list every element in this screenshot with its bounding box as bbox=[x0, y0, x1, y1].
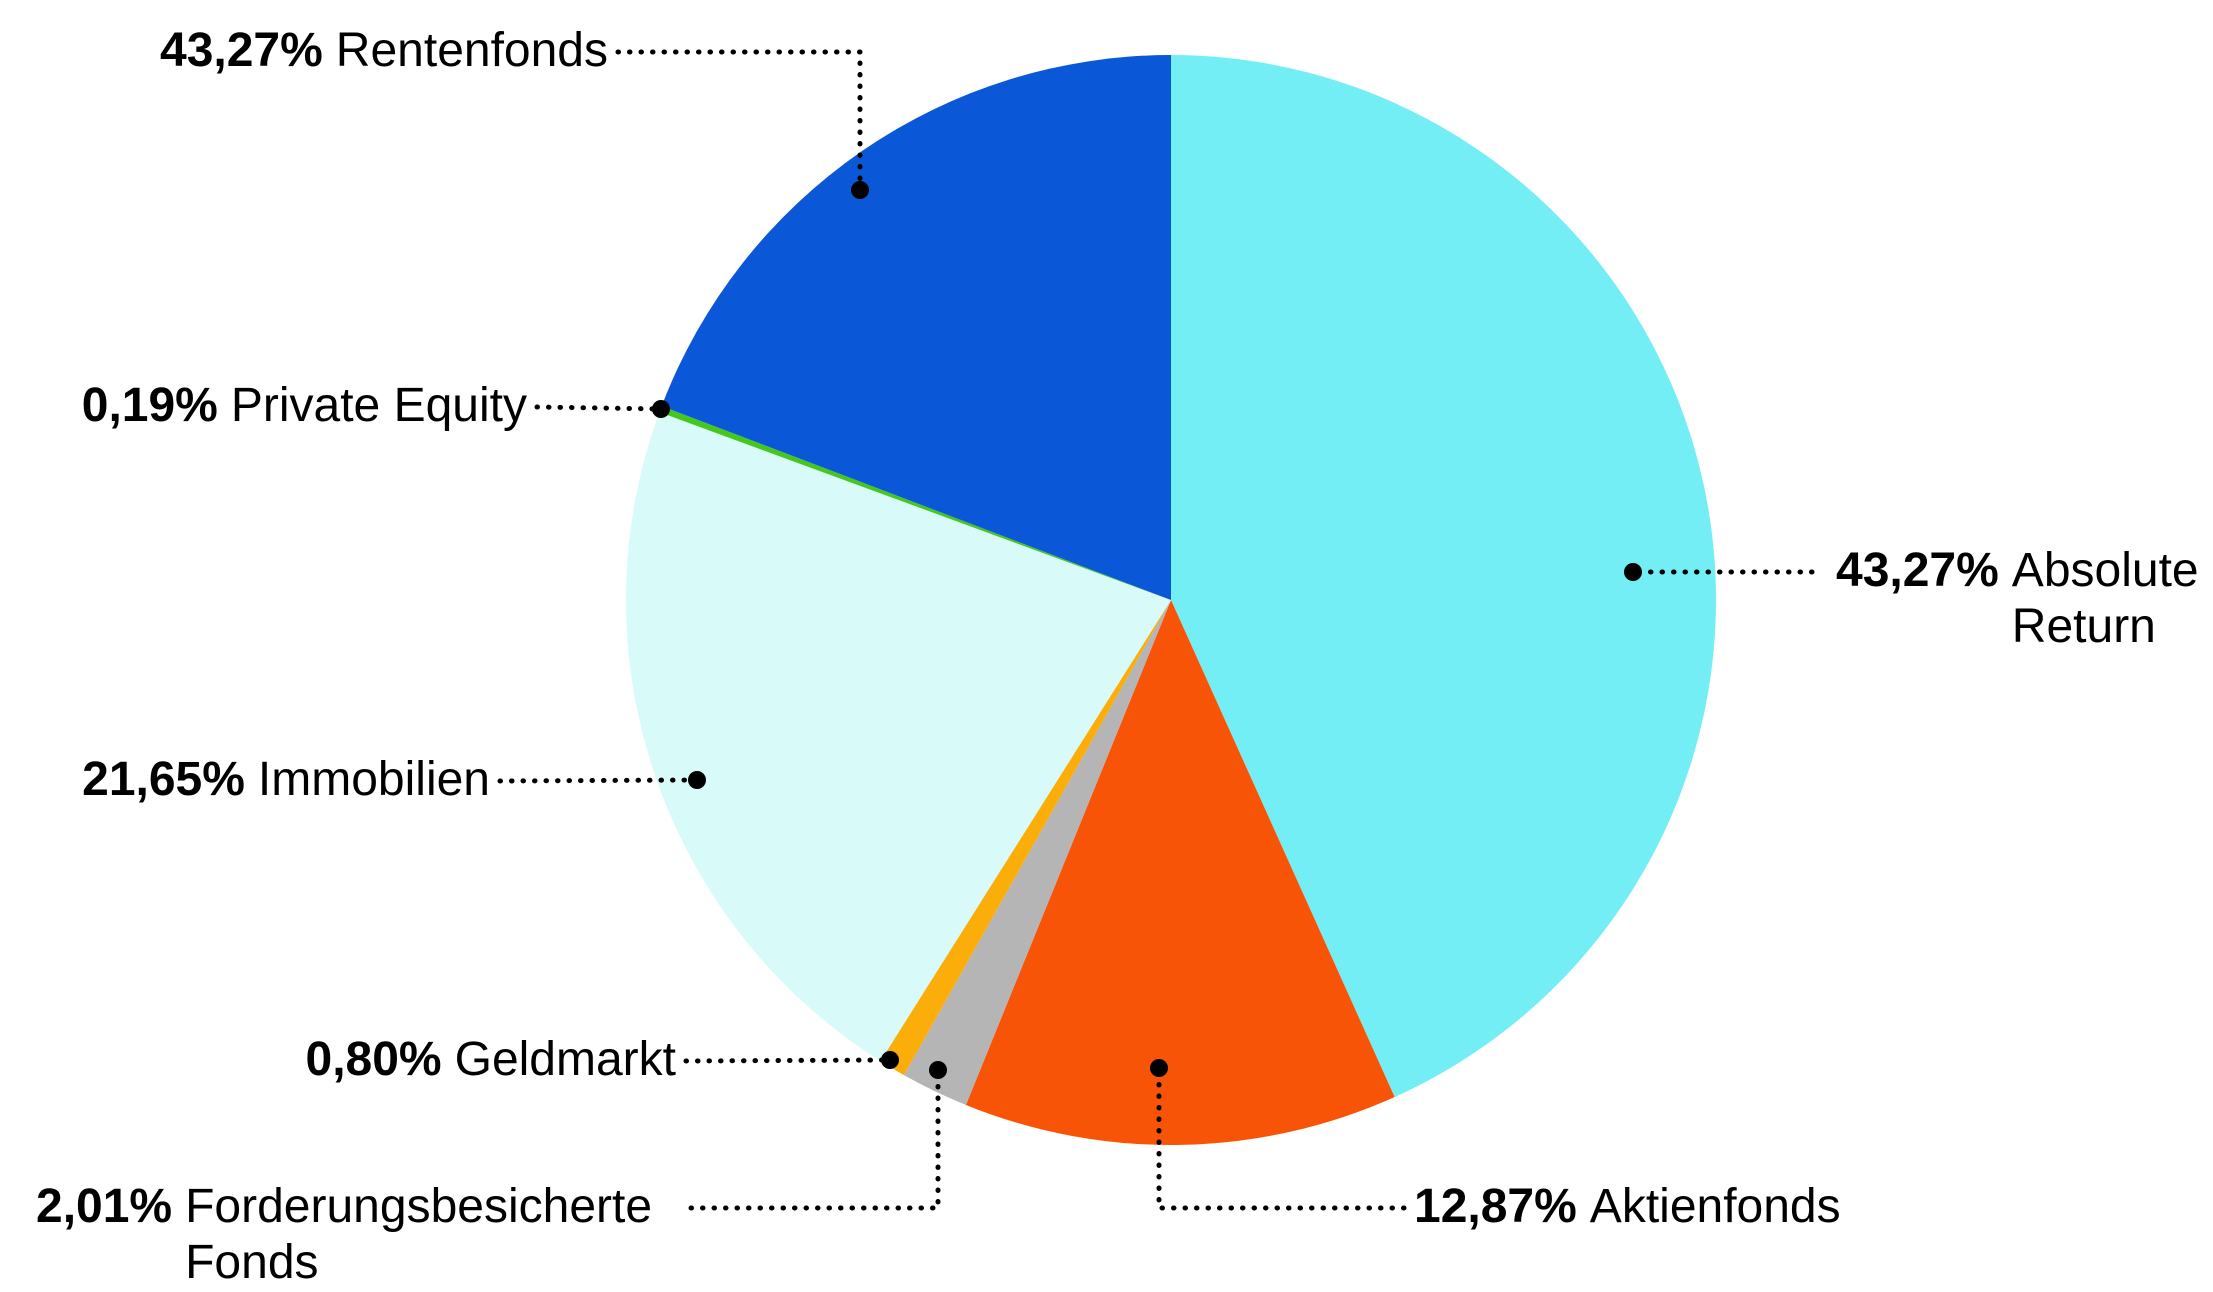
leader-line bbox=[615, 49, 863, 193]
leader-dot bbox=[688, 771, 706, 789]
leader-line bbox=[1156, 1065, 1407, 1211]
label-rentenfonds: 43,27% Rentenfonds bbox=[160, 23, 608, 79]
leader-line bbox=[683, 1057, 893, 1064]
label-aktienfonds-pct: 12,87% bbox=[1414, 1180, 1577, 1233]
leader-line bbox=[688, 1067, 941, 1211]
pie-slice-rentenfonds bbox=[661, 55, 1171, 600]
label-immobilien-name: Immobilien bbox=[257, 753, 490, 806]
label-forderungsbesicherte-fonds: 2,01% Forderungsbesicherte Fonds bbox=[36, 1179, 745, 1291]
label-rentenfonds-pct: 43,27% bbox=[160, 24, 323, 77]
label-geldmarkt-pct: 0,80% bbox=[305, 1033, 442, 1086]
label-geldmarkt: 0,80% Geldmarkt bbox=[306, 1032, 677, 1088]
leader-line bbox=[497, 777, 700, 784]
label-private-equity-pct: 0,19% bbox=[81, 379, 218, 432]
leader-dot bbox=[1150, 1059, 1168, 1077]
label-private-equity-name: Private Equity bbox=[230, 379, 527, 432]
leader-line bbox=[534, 404, 664, 412]
label-aktienfonds-name: Aktienfonds bbox=[1589, 1180, 1841, 1233]
label-forderungsbesicherte-fonds-pct: 2,01% bbox=[36, 1180, 173, 1233]
label-absolute-return-pct: 43,27% bbox=[1836, 544, 1999, 597]
label-rentenfonds-name: Rentenfonds bbox=[335, 24, 608, 77]
pie-slice-immobilien bbox=[626, 412, 1171, 1062]
label-absolute-return: 43,27% Absolute Return bbox=[1836, 543, 2213, 655]
leader-dot bbox=[881, 1051, 899, 1069]
pie-slice-private-equity bbox=[659, 406, 1171, 600]
label-private-equity: 0,19% Private Equity bbox=[82, 378, 527, 434]
label-geldmarkt-name: Geldmarkt bbox=[454, 1033, 676, 1086]
leader-dot bbox=[1624, 563, 1642, 581]
label-immobilien: 21,65% Immobilien bbox=[82, 752, 490, 808]
leader-dot bbox=[929, 1061, 947, 1079]
leader-dot bbox=[851, 181, 869, 199]
pie-slice-aktienfonds bbox=[965, 600, 1395, 1146]
pie-slice-geldmarkt bbox=[880, 600, 1171, 1076]
pie-slice-forderungsbesicherte-fonds bbox=[903, 600, 1171, 1105]
label-absolute-return-name: Absolute Return bbox=[2011, 544, 2199, 654]
label-immobilien-pct: 21,65% bbox=[82, 753, 245, 806]
label-forderungsbesicherte-fonds-name: Forderungsbesicherte Fonds bbox=[185, 1180, 653, 1290]
leader-dot bbox=[652, 400, 670, 418]
pie-slice-absolute-return bbox=[1171, 55, 1717, 1097]
label-aktienfonds: 12,87% Aktienfonds bbox=[1414, 1179, 1841, 1235]
